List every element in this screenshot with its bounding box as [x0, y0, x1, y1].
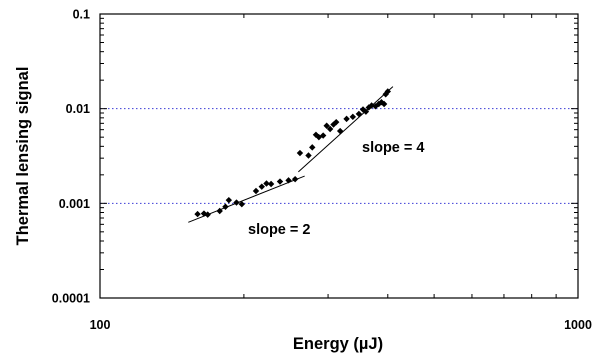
data-point	[285, 177, 292, 184]
data-point	[291, 175, 299, 183]
data-point	[319, 132, 327, 139]
data-point	[258, 183, 265, 190]
data-points	[194, 88, 391, 218]
data-point	[276, 178, 284, 185]
data-point	[216, 207, 223, 215]
axis-ticks	[99, 14, 579, 299]
data-point	[323, 122, 330, 129]
x-tick-label: 1000	[564, 318, 592, 332]
data-point	[233, 199, 240, 206]
data-point	[225, 196, 233, 204]
data-point	[312, 131, 320, 138]
data-point	[222, 203, 229, 210]
fit-line-2	[298, 86, 394, 173]
data-point	[252, 187, 260, 195]
y-axis-title: Thermal lensing signal	[14, 67, 32, 246]
y-tick-label: 0.001	[59, 197, 90, 211]
data-point	[263, 180, 270, 187]
plot-area	[99, 13, 579, 299]
data-point	[359, 106, 367, 113]
data-point	[380, 100, 388, 108]
data-point	[194, 210, 201, 218]
data-point	[333, 118, 340, 126]
x-tick-label: 100	[90, 318, 111, 332]
data-point	[349, 113, 357, 121]
data-point	[204, 211, 211, 218]
annotation-slope-4: slope = 4	[362, 140, 424, 156]
data-point	[296, 149, 304, 157]
data-point	[309, 144, 316, 151]
data-point	[238, 200, 246, 208]
y-tick-label: 0.1	[73, 8, 90, 22]
annotation-slope-2: slope = 2	[248, 222, 310, 238]
data-point	[384, 88, 391, 95]
data-point	[305, 152, 312, 159]
y-tick-label: 0.0001	[52, 292, 90, 306]
data-point	[375, 100, 382, 108]
data-point	[362, 108, 370, 115]
x-axis-title: Energy (µJ)	[293, 335, 383, 353]
data-point	[355, 110, 363, 118]
data-point	[326, 125, 334, 133]
y-tick-label: 0.01	[66, 102, 90, 116]
data-point	[336, 127, 344, 135]
data-point	[267, 180, 275, 188]
data-point	[343, 115, 350, 123]
